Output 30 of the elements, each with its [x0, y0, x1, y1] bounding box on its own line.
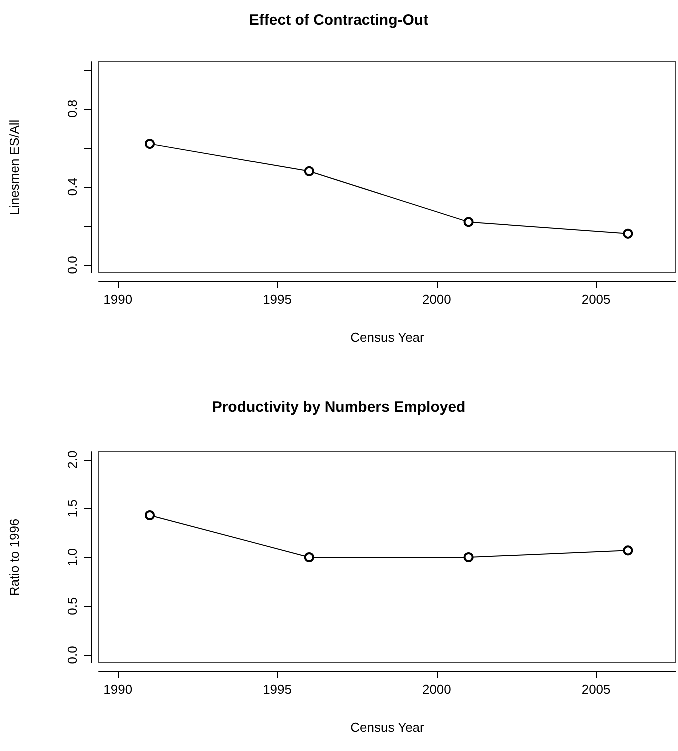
chart-title: Effect of Contracting-Out	[249, 12, 429, 29]
x-tick-label: 2005	[582, 682, 611, 697]
point	[304, 552, 314, 562]
x-tick-label: 2005	[582, 292, 611, 307]
point	[623, 228, 634, 239]
x-tick-label: 2000	[422, 682, 452, 697]
x-axis-title: Census Year	[350, 720, 426, 735]
point	[464, 552, 474, 562]
point	[145, 139, 156, 150]
point	[464, 217, 474, 228]
y-tick-label: 0.4	[65, 178, 80, 196]
x-axis-title: Census Year	[350, 330, 426, 345]
x-tick-label: 1995	[263, 292, 292, 307]
point	[304, 166, 314, 176]
point	[145, 510, 156, 520]
y-tick-label: 1.0	[65, 548, 80, 567]
point	[623, 546, 634, 556]
y-tick-label: 1.5	[65, 500, 80, 518]
y-tick-label: 0.5	[65, 597, 80, 616]
x-tick-label: 1990	[104, 682, 133, 697]
y-tick-label: 0.8	[65, 100, 80, 118]
y-axis-title: Ratio to 1996	[7, 518, 22, 596]
x-tick-label: 1990	[104, 292, 133, 307]
y-axis-title: Linesmen ES/All	[7, 120, 22, 216]
x-tick-label: 1995	[263, 682, 292, 697]
x-tick-label: 2000	[422, 292, 452, 307]
y-tick-label: 2.0	[65, 450, 80, 469]
chart-title: Productivity by Numbers Employed	[212, 399, 466, 416]
y-tick-label: 0.0	[65, 256, 80, 274]
y-tick-label: 0.0	[65, 646, 80, 664]
